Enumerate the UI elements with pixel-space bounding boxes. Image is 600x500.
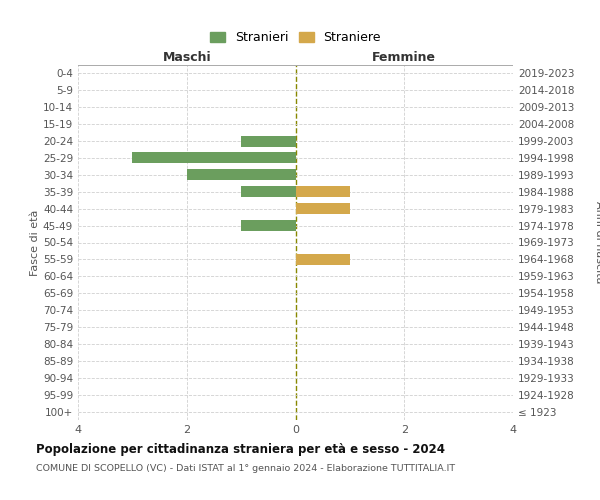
Bar (241, 220, 296, 231)
Bar (133, 152, 296, 164)
Bar (241, 136, 296, 146)
Bar (241, 186, 296, 198)
Bar (296, 254, 350, 265)
Text: COMUNE DI SCOPELLO (VC) - Dati ISTAT al 1° gennaio 2024 - Elaborazione TUTTITALI: COMUNE DI SCOPELLO (VC) - Dati ISTAT al … (36, 464, 455, 473)
Text: Maschi: Maschi (163, 51, 211, 64)
Legend: Stranieri, Straniere: Stranieri, Straniere (208, 28, 383, 46)
Text: Popolazione per cittadinanza straniera per età e sesso - 2024: Popolazione per cittadinanza straniera p… (36, 442, 445, 456)
Text: Femmine: Femmine (372, 51, 436, 64)
Bar (296, 203, 350, 214)
Y-axis label: Anni di nascita: Anni di nascita (594, 201, 600, 284)
Bar (187, 170, 296, 180)
Y-axis label: Fasce di età: Fasce di età (30, 210, 40, 276)
Bar (296, 186, 350, 198)
